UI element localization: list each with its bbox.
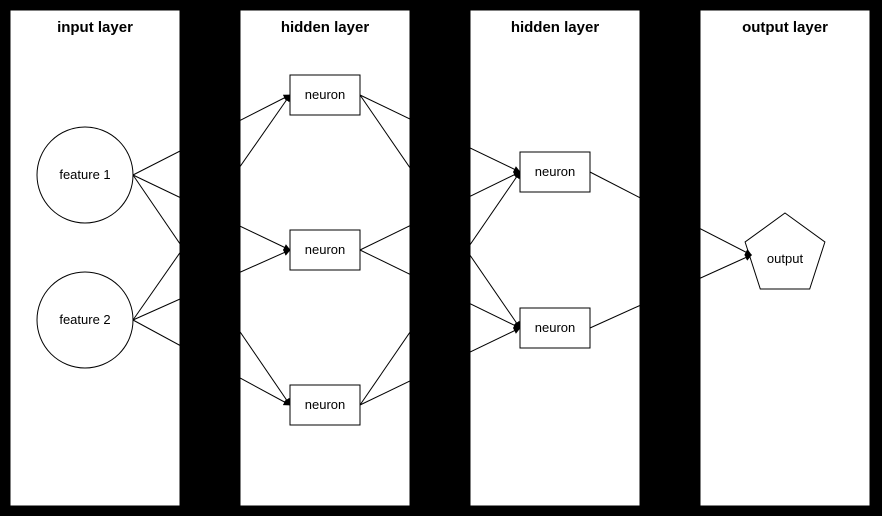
network-diagram: input layer hidden layer hidden layer outpu… [0, 0, 882, 516]
node-label-h1c: neuron [305, 397, 345, 412]
layer-title-L2: hidden layer [511, 19, 600, 36]
node-label-f1: feature 1 [59, 167, 110, 182]
layer-box-L0 [10, 10, 180, 506]
layer-box-L2 [470, 10, 640, 506]
layer-title-L0: input layer [57, 19, 133, 36]
node-label-h1a: neuron [305, 87, 345, 102]
layer-title-L1: hidden layer [281, 19, 370, 36]
node-label-h2b: neuron [535, 320, 575, 335]
node-label-out: output [767, 251, 804, 266]
node-label-f2: feature 2 [59, 312, 110, 327]
node-label-h1b: neuron [305, 242, 345, 257]
layer-title-L3: output layer [742, 19, 828, 36]
node-label-h2a: neuron [535, 164, 575, 179]
